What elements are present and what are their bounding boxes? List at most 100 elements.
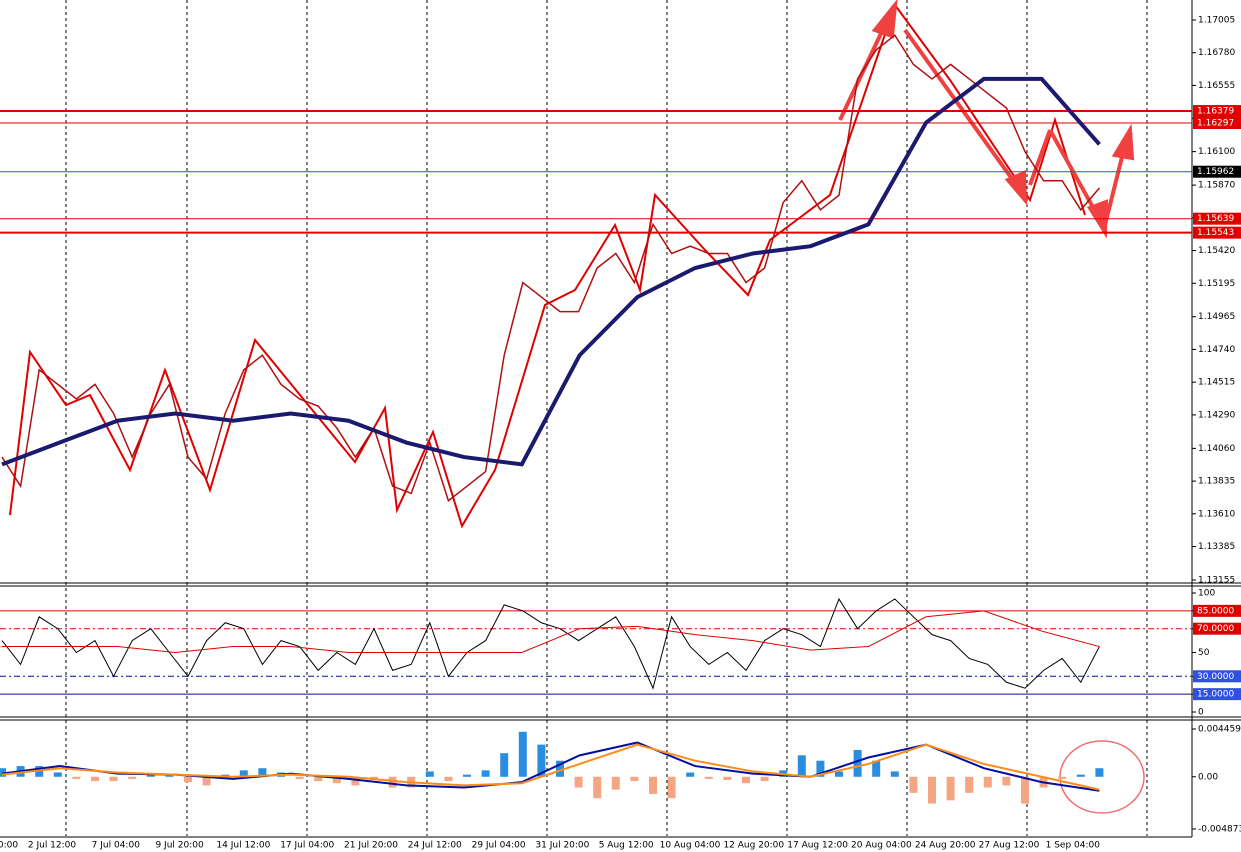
macd-line: [1, 743, 1100, 791]
histogram-bar: [928, 776, 936, 804]
x-tick-label: 1 Sep 04:00: [1046, 841, 1101, 851]
histogram-bar: [239, 770, 248, 777]
y-tick-label: 1.13610: [1198, 509, 1235, 519]
x-tick-label: 5 Aug 12:00: [599, 841, 654, 851]
level-label: 1.15543: [1197, 228, 1234, 238]
zigzag: [9, 2, 1086, 529]
histogram-bar: [983, 776, 992, 788]
y-tick-label: -0.004873: [1198, 825, 1241, 835]
x-tick-label: 2 Jul 12:00: [28, 841, 77, 851]
x-tick-label: 14 Jul 12:00: [216, 841, 270, 851]
y-tick-label: 100: [1198, 589, 1215, 599]
histogram-bar: [500, 753, 509, 777]
y-tick-label: 1.14965: [1198, 312, 1235, 322]
tick-box: [1193, 670, 1241, 683]
histogram-bar: [425, 771, 434, 777]
y-tick-label: 0.004459: [1198, 725, 1241, 735]
level-label: 1.16379: [1197, 107, 1234, 117]
y-tick-label: 1.16555: [1198, 81, 1235, 91]
histogram-bar: [109, 776, 118, 782]
oscillator-line: [2, 610, 1100, 654]
x-tick-label: 7 Jul 04:00: [92, 841, 141, 851]
histogram-bar: [537, 744, 546, 777]
level-box: [1193, 226, 1241, 239]
x-tick-label: 24 Aug 20:00: [915, 841, 976, 851]
x-tick-label: 9 Jul 20:00: [155, 841, 204, 851]
x-tick-label: 21 Jul 20:00: [344, 841, 398, 851]
histogram-bar: [202, 776, 211, 786]
y-tick-label: 1.14515: [1198, 378, 1235, 388]
y-tick-label: 70.0000: [1197, 624, 1234, 634]
level-box: [1193, 212, 1241, 225]
histogram-bar: [965, 776, 974, 793]
histogram-bar: [890, 771, 899, 777]
histogram-bar: [1095, 768, 1104, 777]
histogram-bar: [128, 776, 137, 779]
y-tick-label: 1.14060: [1198, 444, 1235, 454]
moving-average: [1, 76, 1101, 467]
histogram-bar: [1002, 776, 1011, 786]
histogram-bar: [909, 776, 918, 793]
y-tick-label: 85.0000: [1197, 606, 1234, 616]
y-tick-label: 1.17005: [1198, 16, 1235, 26]
x-tick-label: 17 Aug 12:00: [787, 841, 848, 851]
histogram-bar: [686, 772, 695, 777]
x-tick-label: 29 Jul 04:00: [472, 841, 526, 851]
y-tick-label: 1.14290: [1198, 410, 1235, 420]
y-tick-label: 0.00: [1198, 772, 1218, 782]
y-tick-label: 15.0000: [1197, 690, 1234, 700]
x-tick-label: 0:00: [0, 841, 18, 851]
histogram-bar: [1058, 776, 1067, 779]
x-tick-label: 31 Jul 20:00: [535, 841, 589, 851]
tick-box: [1193, 604, 1241, 617]
histogram-bar: [835, 771, 843, 777]
x-tick-label: 10 Aug 04:00: [660, 841, 721, 851]
y-tick-label: 1.13155: [1198, 576, 1235, 586]
histogram-bar: [593, 776, 602, 799]
histogram-bar: [314, 776, 323, 782]
histogram-bar: [332, 776, 341, 784]
histogram-bar: [444, 776, 453, 782]
histogram-bar: [146, 774, 155, 777]
histogram-bar: [53, 772, 62, 777]
histogram-bar: [611, 776, 620, 790]
x-tick-label: 17 Jul 04:00: [280, 841, 334, 851]
histogram-bar: [723, 776, 732, 780]
level-box: [1193, 105, 1241, 118]
histogram-bar: [574, 776, 583, 788]
x-tick-label: 24 Jul 12:00: [408, 841, 462, 851]
histogram-bar: [91, 776, 99, 782]
y-tick-label: 50: [1198, 648, 1210, 658]
time-grid: [65, 0, 1148, 836]
histogram-bar: [704, 776, 713, 779]
histogram-bar: [72, 776, 81, 779]
histogram-bar: [760, 776, 769, 782]
tick-box: [1193, 688, 1241, 701]
histogram-bar: [295, 776, 304, 779]
histogram-bar: [388, 776, 397, 788]
x-tick-label: 12 Aug 20:00: [723, 841, 784, 851]
histogram-bar: [816, 760, 825, 777]
level-box: [1193, 116, 1241, 129]
y-tick-label: 1.15420: [1198, 246, 1235, 256]
highlight-circle: [1059, 740, 1145, 814]
histogram-bar: [649, 776, 657, 794]
arrows: [838, 0, 1135, 239]
histogram-bar: [630, 776, 639, 782]
histogram-bar: [853, 749, 862, 777]
level-label: 1.15639: [1197, 214, 1234, 224]
histogram-bar: [1076, 774, 1085, 777]
y-tick-label: 1.16100: [1198, 147, 1235, 157]
histogram-bar: [742, 776, 750, 784]
price-line: [1, 34, 1100, 502]
level-label: 1.15962: [1197, 167, 1234, 177]
tick-box: [1193, 622, 1241, 635]
y-tick-label: 30.0000: [1197, 672, 1234, 682]
y-tick-label: 1.14740: [1198, 345, 1235, 355]
level-label: 1.16297: [1197, 118, 1234, 128]
histogram-bar: [184, 776, 192, 783]
histogram-bar: [667, 776, 676, 799]
y-tick-label: 1.13835: [1198, 477, 1235, 487]
